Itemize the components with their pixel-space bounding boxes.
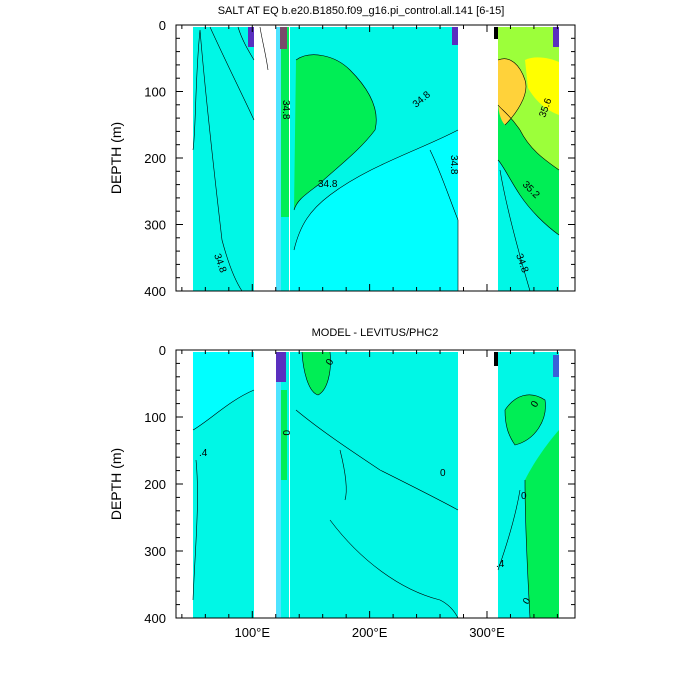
bottom-contour (192, 459, 198, 601)
top-contour-label: 34.8 (448, 155, 459, 175)
bottom-contour (192, 389, 255, 431)
top-y-axis-label: DEPTH (m) (108, 122, 124, 194)
top-y-tick-label: 200 (144, 151, 166, 166)
top-contour (192, 29, 243, 292)
bottom-patch-strait-violet (276, 352, 286, 382)
top-contour (497, 58, 527, 126)
bottom-patch-atlantic-black (494, 352, 498, 366)
bottom-x-tick-label: 300°E (469, 625, 505, 640)
bottom-contour-label: 0 (324, 357, 337, 368)
top-patch-west-violet (248, 27, 254, 47)
top-patch-atlantic-violet (553, 27, 559, 47)
bottom-region-pacific-green (302, 352, 331, 395)
bottom-region-strait (276, 352, 281, 618)
bottom-panel: MODEL - LEVITUS/PHC2 (108, 327, 576, 640)
top-y-tick-label: 0 (159, 18, 166, 33)
top-contour (293, 54, 377, 211)
top-region-west-pacific-left (193, 27, 254, 291)
top-patch-pacific-violet (452, 27, 458, 45)
top-region-atlantic-yellow (525, 57, 559, 115)
bottom-contour-label: 0 (521, 596, 534, 607)
bottom-contour-label: 0 (521, 491, 527, 502)
bottom-contour-label: 0 (529, 399, 542, 410)
top-region-indonesia (281, 27, 289, 217)
top-region-indonesia-lower (281, 217, 289, 291)
bottom-region-west-aqua (193, 390, 254, 618)
bottom-panel-title: MODEL - LEVITUS/PHC2 (312, 327, 439, 339)
bottom-contour-labels: 0 0 .4 0 0 0 .4 0 (199, 357, 542, 607)
top-contour (237, 26, 269, 71)
bottom-contour (497, 489, 521, 571)
top-region-strait (276, 27, 281, 291)
bottom-contour (301, 351, 331, 396)
bottom-contours (192, 351, 546, 619)
bottom-x-tick-label: 200°E (352, 625, 388, 640)
bottom-plot-fill (193, 352, 559, 618)
bottom-contour (504, 394, 546, 446)
bottom-region-indonesia (281, 352, 289, 618)
bottom-patch-atlantic-violet (553, 355, 559, 377)
top-patch-strait-violet (280, 27, 287, 49)
bottom-contour-label: .4 (199, 448, 208, 459)
bottom-contour (295, 409, 459, 511)
top-contour (209, 26, 255, 121)
bottom-ticks: 0 100 200 300 400 100°E 200°E 300°E (144, 343, 575, 640)
bottom-region-indonesia-green (281, 390, 287, 480)
bottom-region-atlantic-green (525, 430, 559, 618)
bottom-contour (329, 519, 459, 619)
bottom-y-tick-label: 400 (144, 611, 166, 626)
top-plot-fill (193, 27, 559, 291)
top-y-tick-label: 400 (144, 284, 166, 299)
top-contour (293, 129, 459, 251)
bottom-y-tick-label: 100 (144, 410, 166, 425)
top-y-tick-label: 100 (144, 85, 166, 100)
bottom-y-tick-label: 200 (144, 477, 166, 492)
top-panel: SALT AT EQ b.e20.B1850.f09_g16.pi_contro… (108, 5, 576, 299)
bottom-contour (524, 479, 531, 619)
bottom-contour-label: 0 (280, 430, 291, 436)
top-patch-atlantic-black (494, 27, 498, 39)
bottom-y-tick-label: 300 (144, 544, 166, 559)
bottom-y-axis-label: DEPTH (m) (108, 448, 124, 520)
top-contour-label: 34.8 (280, 100, 291, 120)
top-region-green-blob (294, 54, 377, 210)
top-region-atlantic-gold (498, 58, 526, 125)
top-panel-title: SALT AT EQ b.e20.B1850.f09_g16.pi_contro… (218, 5, 505, 17)
bottom-x-tick-label: 100°E (234, 625, 270, 640)
bottom-region-pacific (290, 352, 458, 618)
top-contour (499, 169, 531, 292)
bottom-contour (339, 449, 347, 501)
top-y-tick-label: 300 (144, 218, 166, 233)
top-contours (192, 26, 560, 292)
top-contour (497, 159, 560, 236)
bottom-y-tick-label: 0 (159, 343, 166, 358)
top-contour (429, 149, 459, 291)
bottom-contour-label: .4 (496, 559, 505, 570)
top-contour-label: 34.8 (318, 179, 338, 190)
top-ticks: 0 100 200 300 400 (144, 18, 575, 299)
top-contour (497, 104, 560, 171)
bottom-contour-label: 0 (440, 468, 446, 479)
